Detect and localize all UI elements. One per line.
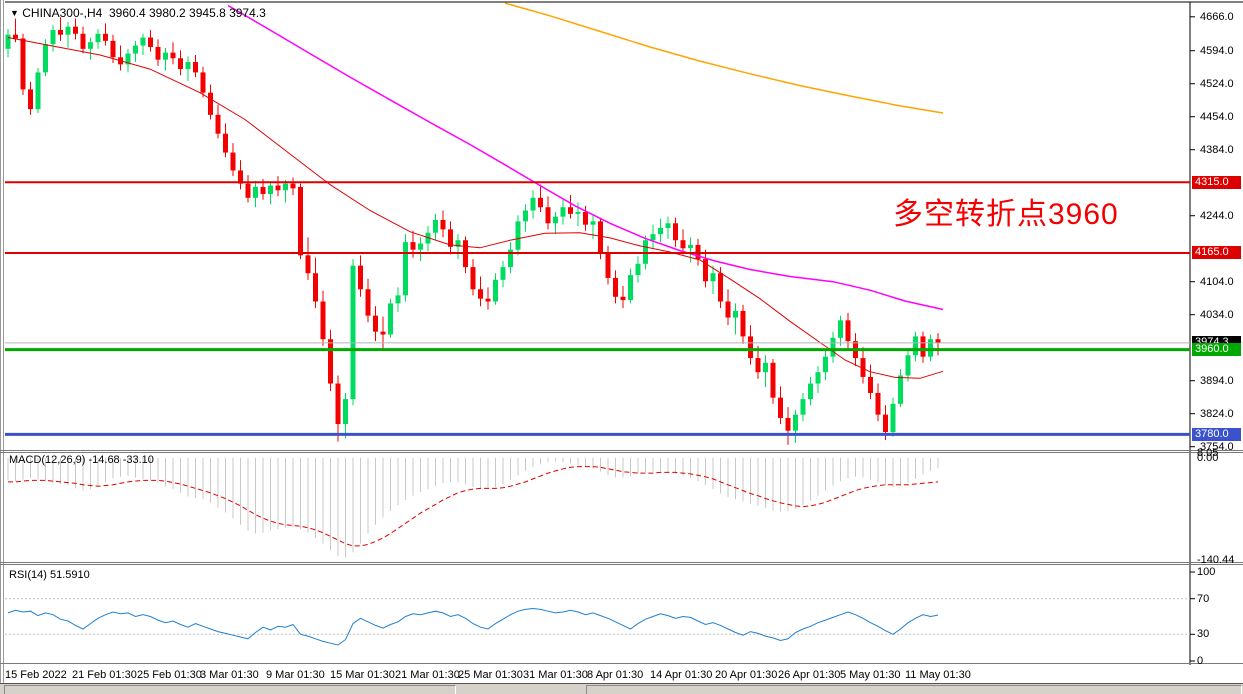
panel-separator <box>0 452 1243 453</box>
rsi-indicator-label: RSI(14) 51.5910 <box>9 569 90 581</box>
rsi-scale-label: 100 <box>1197 566 1216 578</box>
panel-separator[interactable] <box>0 450 1243 451</box>
time-tick-label: 21 Mar 01:30 <box>395 669 460 681</box>
price-badge-resistance-lower: 4165.0 <box>1192 246 1241 260</box>
price-tick-label: 3824.0 <box>1200 407 1234 420</box>
time-tick-label: 25 Feb 01:30 <box>137 669 202 681</box>
macd-indicator-label: MACD(12,26,9) -14.68 -33.10 <box>9 454 154 466</box>
time-tick-label: 3 Mar 01:30 <box>200 669 259 681</box>
price-tick-label: 3894.0 <box>1200 374 1234 387</box>
price-tick-label: 4666.0 <box>1200 10 1234 23</box>
price-tick-label: 4104.0 <box>1200 275 1234 288</box>
time-tick-label: 11 May 01:30 <box>905 669 971 681</box>
status-bar <box>0 684 1243 694</box>
time-axis: 15 Feb 2022 21 Feb 01:30 25 Feb 01:30 3 Mar… <box>0 669 1243 683</box>
price-tick-label: 4454.0 <box>1200 110 1234 123</box>
macd-scale-label: 8.05 <box>1197 447 1219 459</box>
price-tick-label: 4244.0 <box>1200 209 1234 222</box>
price-badge-pivot-line: 3960.0 <box>1192 343 1241 357</box>
status-section-right <box>586 685 1242 694</box>
time-tick-label: 8 Apr 01:30 <box>587 669 644 681</box>
time-tick-label: 20 Apr 01:30 <box>715 669 778 681</box>
time-tick-label: 14 Apr 01:30 <box>650 669 713 681</box>
price-tick-label: 4034.0 <box>1200 308 1234 321</box>
macd-scale-label: 0.00 <box>1197 451 1219 464</box>
rsi-scale-label: 30 <box>1197 628 1210 641</box>
symbol-dropdown-icon[interactable]: ▼ <box>10 8 19 18</box>
rsi-scale-label: 0 <box>1197 655 1204 667</box>
time-tick-label: 9 Mar 01:30 <box>266 669 325 681</box>
time-tick-label: 15 Mar 01:30 <box>330 669 395 681</box>
price-badge-support-line: 3780.0 <box>1192 427 1241 441</box>
price-tick-label: 4524.0 <box>1200 77 1234 90</box>
macd-pane[interactable] <box>5 452 1190 562</box>
time-tick-label: 25 Mar 01:30 <box>458 669 523 681</box>
price-tick-label: 4384.0 <box>1200 143 1234 156</box>
price-tick-label: 3754.0 <box>1200 440 1234 453</box>
chart-title-bar: ▼ CHINA300-,H4 3960.4 3980.2 3945.8 3974… <box>10 6 266 20</box>
panel-separator[interactable] <box>0 562 1243 563</box>
rsi-scale-label: 70 <box>1197 592 1210 605</box>
window-border-left-inner <box>3 0 4 684</box>
panel-separator <box>0 564 1243 565</box>
time-tick-label: 21 Feb 01:30 <box>72 669 137 681</box>
ohlc-values: 3960.4 3980.2 3945.8 3974.3 <box>108 6 266 20</box>
time-tick-label: 26 Apr 01:30 <box>778 669 841 681</box>
time-tick-label: 15 Feb 2022 <box>5 669 67 681</box>
panel-separator <box>0 663 1243 664</box>
status-section-left <box>4 685 456 694</box>
time-tick-label: 31 Mar 01:30 <box>523 669 588 681</box>
statusbar-top-edge <box>0 683 1243 684</box>
macd-values: -14.68 -33.10 <box>88 454 154 466</box>
macd-name: MACD(12,26,9) <box>9 454 86 466</box>
price-badge-resistance-upper: 4315.0 <box>1192 175 1241 189</box>
chart-text-annotation: 多空转折点3960 <box>893 198 1119 231</box>
time-tick-label: 5 May 01:30 <box>840 669 901 681</box>
price-tick-label: 4594.0 <box>1200 44 1234 57</box>
macd-scale-label: -140.44 <box>1197 554 1235 566</box>
window-border-left-outer <box>0 0 1 684</box>
symbol-period-label[interactable]: CHINA300-,H4 <box>22 6 103 20</box>
rsi-pane[interactable] <box>5 565 1190 663</box>
